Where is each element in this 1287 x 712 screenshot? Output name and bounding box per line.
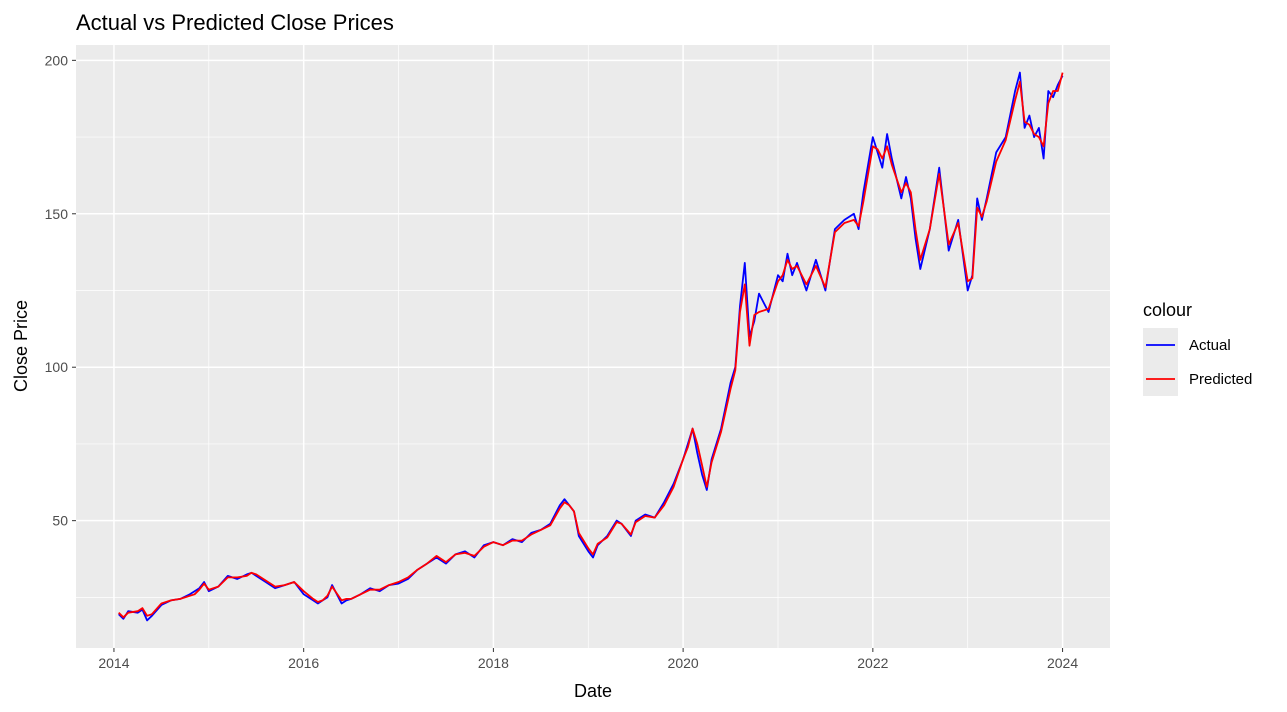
series-line-actual <box>118 71 1064 622</box>
y-tick-label: 50 <box>52 513 68 529</box>
y-tick-label: 150 <box>45 206 69 222</box>
plot-panel <box>76 45 1110 648</box>
y-tick-label: 200 <box>45 52 69 68</box>
x-tick-label: 2020 <box>668 655 699 671</box>
legend-label-predicted: Predicted <box>1189 371 1252 388</box>
series-line-predicted <box>118 72 1064 619</box>
x-tick-label: 2018 <box>478 655 509 671</box>
y-axis: 50 100 150 200 <box>45 52 76 529</box>
legend-label-actual: Actual <box>1189 337 1231 354</box>
x-axis: 2014 2016 2018 2020 2022 2024 <box>98 648 1078 671</box>
chart-title: Actual vs Predicted Close Prices <box>76 10 394 35</box>
x-tick-label: 2024 <box>1047 655 1078 671</box>
legend-title: colour <box>1143 300 1192 320</box>
legend: colour Actual Predicted <box>1143 300 1252 396</box>
x-tick-label: 2014 <box>98 655 129 671</box>
y-tick-label: 100 <box>45 359 69 375</box>
x-axis-title: Date <box>574 681 612 701</box>
x-tick-label: 2022 <box>857 655 888 671</box>
x-tick-label: 2016 <box>288 655 319 671</box>
legend-items: Actual Predicted <box>1143 328 1252 396</box>
series-layer <box>118 71 1064 622</box>
major-gridlines <box>76 45 1110 648</box>
y-axis-title: Close Price <box>11 300 31 392</box>
